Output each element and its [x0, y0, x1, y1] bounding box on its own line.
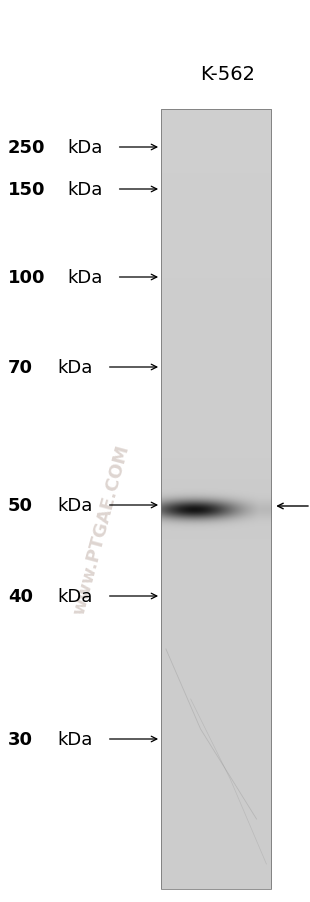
Text: www.PTGAE.COM: www.PTGAE.COM — [70, 443, 133, 616]
Text: kDa: kDa — [57, 496, 93, 514]
Text: kDa: kDa — [67, 139, 103, 157]
Text: kDa: kDa — [57, 731, 93, 748]
Text: 150: 150 — [8, 180, 45, 198]
Text: 100: 100 — [8, 269, 45, 287]
Text: 30: 30 — [8, 731, 33, 748]
Text: K-562: K-562 — [200, 66, 255, 85]
Text: kDa: kDa — [57, 587, 93, 605]
Text: kDa: kDa — [67, 269, 103, 287]
Text: 250: 250 — [8, 139, 45, 157]
Text: 40: 40 — [8, 587, 33, 605]
Bar — [161, 110, 271, 889]
Text: kDa: kDa — [57, 359, 93, 376]
Text: 50: 50 — [8, 496, 33, 514]
Text: kDa: kDa — [67, 180, 103, 198]
Text: 70: 70 — [8, 359, 33, 376]
